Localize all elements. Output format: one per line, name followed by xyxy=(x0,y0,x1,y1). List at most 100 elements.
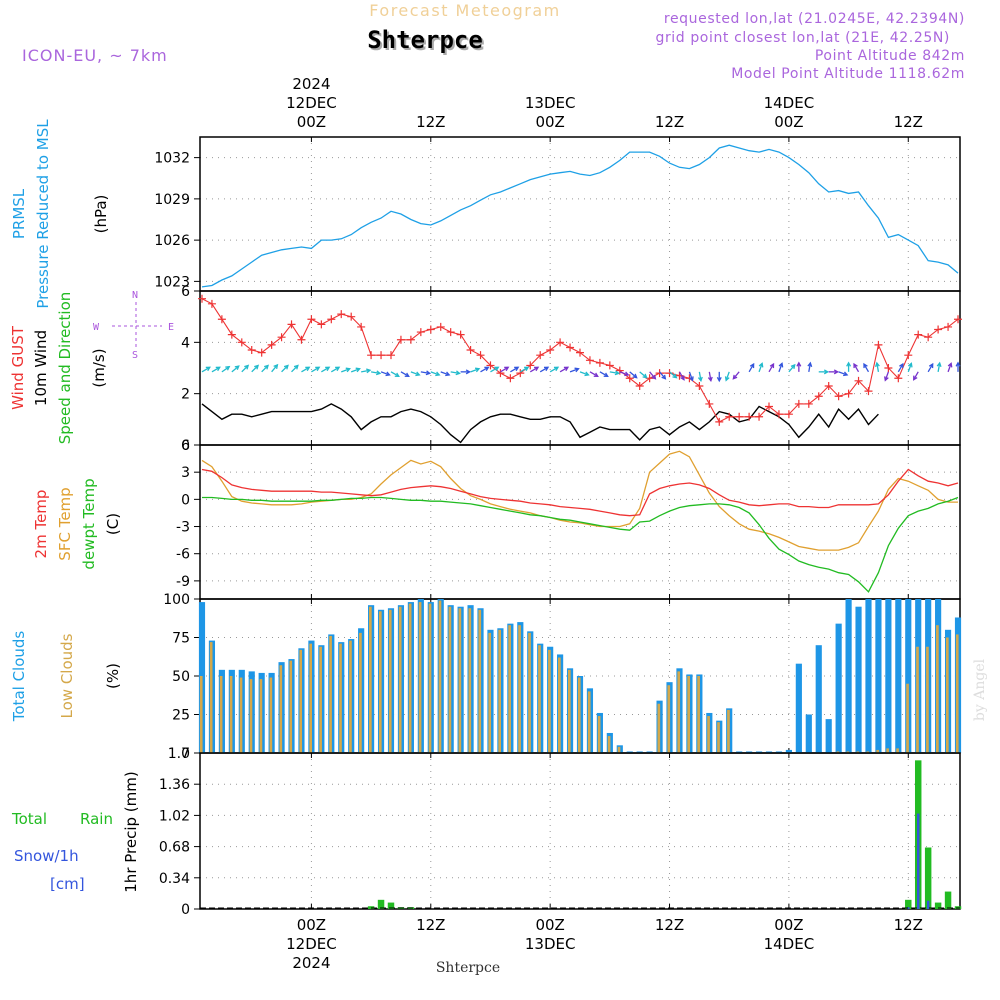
low-cloud-bar xyxy=(577,677,581,753)
gust-marker xyxy=(944,322,953,331)
gust-marker xyxy=(695,381,704,390)
low-cloud-bar xyxy=(468,608,472,753)
wind-arrow xyxy=(460,369,471,375)
low-cloud-bar xyxy=(239,677,243,753)
gust-marker xyxy=(217,315,226,324)
gust-marker xyxy=(516,369,525,378)
total-cloud-bar xyxy=(865,599,872,753)
wind-unit: (m/s) xyxy=(90,348,108,387)
wind-speed-line xyxy=(201,403,879,444)
low-cloud-bar xyxy=(458,608,462,753)
wind-arrow xyxy=(450,370,461,376)
top-time-label: 2024 xyxy=(292,75,330,93)
wind-arrow xyxy=(231,365,240,373)
low-cloud-bar xyxy=(876,749,880,753)
gust-marker xyxy=(615,366,624,375)
compass-s: S xyxy=(132,350,138,361)
gust-marker xyxy=(227,330,236,339)
gust-marker xyxy=(267,340,276,349)
total-cloud-bar xyxy=(765,751,773,753)
gust-marker xyxy=(934,325,943,334)
gust-marker xyxy=(924,333,933,342)
total-cloud-bar xyxy=(815,645,822,753)
precip-rain-label: Rain xyxy=(80,810,113,828)
gust-marker xyxy=(585,356,594,365)
y-tick-label: 1026 xyxy=(154,233,190,249)
watermark: by Angel xyxy=(972,658,988,721)
wind-arrow xyxy=(807,361,813,372)
wind-compass: N W E S xyxy=(93,290,174,361)
gust-marker xyxy=(317,320,326,329)
pressure-label-prmsl: PRMSL xyxy=(10,188,28,239)
gust-marker xyxy=(277,333,286,342)
gust-marker xyxy=(884,364,893,372)
panel-frame xyxy=(199,136,961,292)
low-cloud-bar xyxy=(518,625,521,753)
low-cloud-bar xyxy=(289,660,293,753)
gust-marker xyxy=(496,369,505,378)
wind-arrow xyxy=(716,371,722,383)
wind-arrow xyxy=(796,361,802,372)
wind-arrow xyxy=(510,366,520,373)
bottom-time-label: 12Z xyxy=(655,916,684,934)
wind-arrow xyxy=(669,371,678,379)
temp-sfc-label: SFC Temp xyxy=(56,487,74,560)
wind-arrow xyxy=(539,366,550,373)
forecast-title: Forecast Meteogram xyxy=(369,1,560,20)
compass-w: W xyxy=(93,322,100,333)
low-cloud-bar xyxy=(607,736,611,753)
wind-arrow xyxy=(697,371,703,383)
low-cloud-bar xyxy=(438,600,442,753)
total-cloud-bar xyxy=(646,751,653,753)
low-cloud-bar xyxy=(697,676,700,753)
total-cloud-bar xyxy=(755,751,763,753)
y-tick-label: 1032 xyxy=(154,151,190,167)
bottom-time-label: 14DEC xyxy=(764,935,815,953)
total-cloud-bar xyxy=(885,599,892,753)
top-time-label: 00Z xyxy=(297,113,326,131)
wind-arrow xyxy=(724,371,730,382)
y-tick-label: 25 xyxy=(172,708,190,724)
gust-marker xyxy=(367,351,376,360)
total-cloud-bar xyxy=(855,606,862,753)
wind-arrow xyxy=(589,371,599,378)
y-tick-label: 6 xyxy=(181,284,190,300)
low-cloud-bar xyxy=(398,606,402,753)
low-cloud-bar xyxy=(219,676,223,753)
wind-arrow xyxy=(519,366,530,373)
gust-marker xyxy=(605,361,614,370)
gust-marker xyxy=(257,348,266,357)
wind-arrow xyxy=(579,371,590,377)
gust-marker xyxy=(954,315,963,324)
low-cloud-bar xyxy=(319,646,322,753)
y-tick-label: -9 xyxy=(176,574,190,590)
y-tick-label: 75 xyxy=(172,631,190,647)
gust-marker xyxy=(874,340,883,349)
precip-panel: 0 0.34 0.68 1.02 1.36 1.7 xyxy=(159,746,962,918)
y-tick-label: 0 xyxy=(181,492,190,508)
wind-arrow xyxy=(838,371,849,377)
wind-arrow xyxy=(301,366,311,373)
total-cloud-bar xyxy=(626,751,633,753)
precip-snow-label: Snow/1h xyxy=(14,847,79,865)
clouds-panel: 0 25 50 75 100 xyxy=(163,592,962,762)
low-cloud-bar xyxy=(687,676,691,753)
rain-bar xyxy=(944,891,952,909)
precip-total-label: Total xyxy=(11,810,47,828)
wind-arrow xyxy=(853,362,860,373)
y-tick-label: 0.68 xyxy=(159,840,190,856)
gust-marker xyxy=(655,369,664,378)
wind-arrow xyxy=(271,363,279,373)
low-cloud-bar xyxy=(249,679,253,753)
gust-marker xyxy=(486,361,495,370)
total-cloud-bar xyxy=(895,599,902,753)
low-cloud-bar xyxy=(597,716,601,753)
wind-arrow xyxy=(330,366,341,373)
low-cloud-bar xyxy=(538,645,541,753)
top-time-label: 12Z xyxy=(894,113,923,131)
wind-speed-dir-label: Speed and Direction xyxy=(56,292,74,445)
wind-arrow xyxy=(955,361,961,372)
y-tick-label: 1023 xyxy=(154,274,190,290)
